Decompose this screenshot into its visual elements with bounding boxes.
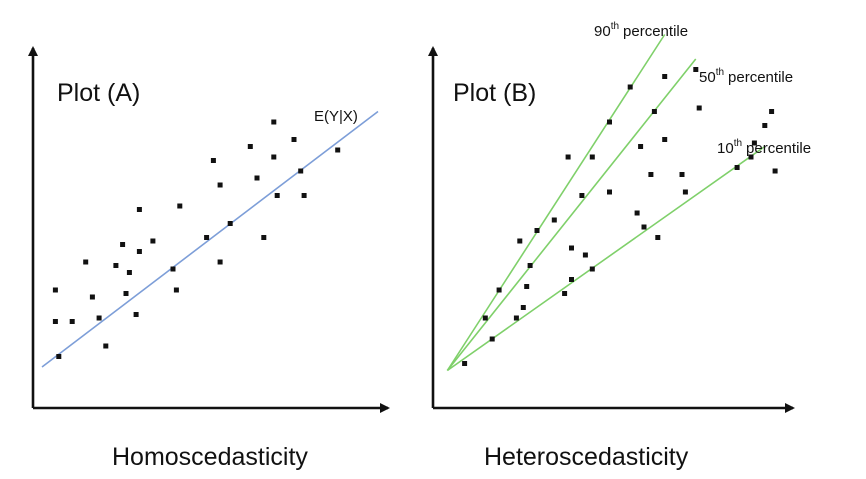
panel-b-point [638,144,644,149]
panel-b-point [772,168,778,174]
panel-b-point [489,336,495,342]
panel-b-point [662,137,668,142]
panel-b-point [569,277,574,282]
panel-a-point [170,266,176,272]
panel-b-point [751,140,757,146]
panel-b-caption: Heteroscedasticity [484,443,689,471]
panel-a-point [217,182,223,188]
panel-b-point [565,154,571,160]
panel-a-point [103,343,109,349]
label-90-suffix: th [611,21,619,32]
panel-a-point [136,249,142,254]
panel-a-point [210,158,216,163]
panel-b-point [607,119,612,125]
panel-b-point [648,172,654,177]
panel-b-point [634,210,640,216]
panel-b-point [734,165,740,170]
panel-a-point [291,137,297,142]
panel-b-point [682,189,688,195]
panel-b-point [607,189,612,195]
panel-a-point [52,287,58,293]
panel-a-point [227,221,233,226]
label-10-text: percentile [746,140,811,157]
panel-b-point [551,217,557,223]
panel-a-point [89,294,95,300]
label-50-text: percentile [728,69,793,86]
panel-b-point [527,263,533,268]
panel-b-point [582,252,588,258]
panel-a-point [261,235,267,240]
panel-a-marks [41,110,379,368]
panel-b-point [496,287,502,293]
panel-b-point [534,228,540,233]
panel-b-point [579,193,585,198]
panel-a-point [335,147,341,153]
panel-a-point [96,315,102,321]
panel-a-point [133,312,139,317]
panel-a-point [271,154,277,160]
panel-b-point [762,123,768,128]
panel-a-point [69,319,75,324]
panel-b-point [482,315,488,321]
panel-b-point [517,238,523,244]
label-10-base: 10 [717,140,734,157]
panel-b-point [679,172,685,177]
panel-a-caption: Homoscedasticity [112,443,308,471]
panel-b-point [655,235,661,240]
panel-a-point [150,238,156,244]
panel-a-point [271,119,277,125]
panel-b-point [693,67,699,72]
label-50th-percentile: 50th percentile [699,67,793,86]
panel-a-point [204,235,210,240]
panel-a-point [83,259,89,265]
panel-b: Plot (B) 90th percentile 50th percentile 1… [428,21,811,471]
panel-a-point [254,175,260,181]
label-90th-percentile: 90th percentile [594,21,688,40]
panel-b-point [696,105,702,111]
panel-a-point [113,263,119,268]
panel-b-point [662,74,668,79]
panel-b-point [524,284,530,289]
panel-a-point [120,242,126,247]
label-10-suffix: th [734,138,742,149]
percentile-line-10 [446,145,766,372]
panel-a-point [136,207,142,212]
panel-b-point [641,224,647,230]
panel-a-point [52,319,58,324]
panel-b-point [589,154,595,160]
panel-a-title: Plot (A) [57,79,140,107]
panel-a-point [56,354,62,359]
panel-a-regression-line [41,110,379,368]
panel-b-point [569,245,574,251]
panel-a-point [177,203,183,209]
panel-a: Plot (A) E(Y|X) Homoscedasticity [28,46,390,471]
panel-a-point [274,193,280,198]
label-50-suffix: th [716,67,724,78]
panel-b-title: Plot (B) [453,79,536,107]
panel-a-point [173,287,179,293]
panel-b-point [513,315,519,321]
panel-a-point [301,193,307,198]
panel-a-point [298,168,304,174]
panel-b-point [627,84,633,90]
panel-a-point [217,259,223,265]
panel-a-point [123,291,129,296]
panel-b-point [769,109,775,114]
label-90-base: 90 [594,23,611,40]
panel-b-marks [446,34,778,372]
panel-b-point [589,266,595,272]
label-10th-percentile: 10th percentile [717,138,811,157]
panel-a-line-label: E(Y|X) [314,108,358,125]
panel-b-point [748,154,754,160]
panel-b-point [562,291,568,296]
label-50-base: 50 [699,69,716,86]
panel-b-point [520,305,526,310]
panel-a-point [247,144,253,149]
panel-a-point [126,270,132,275]
percentile-line-90 [446,34,666,371]
label-90-text: percentile [623,23,688,40]
panel-b-point [462,361,468,366]
panel-b-point [651,109,657,114]
